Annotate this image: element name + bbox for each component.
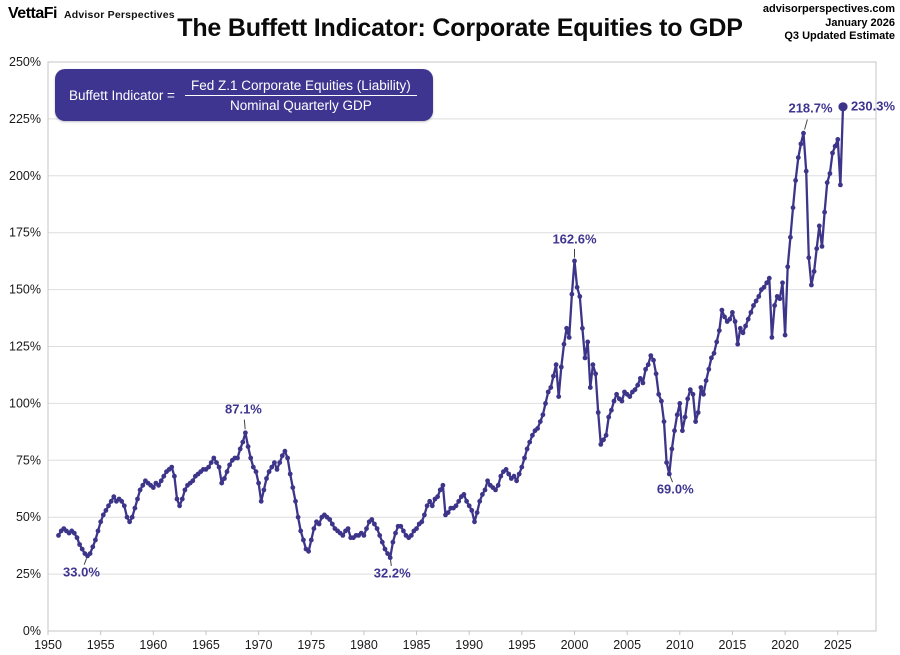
point-annotation: 230.3% <box>850 98 896 114</box>
svg-text:1955: 1955 <box>87 638 115 652</box>
svg-text:2015: 2015 <box>719 638 747 652</box>
svg-text:2020: 2020 <box>771 638 799 652</box>
svg-text:1995: 1995 <box>508 638 536 652</box>
formula-fraction: Fed Z.1 Corporate Equities (Liability) N… <box>184 77 417 113</box>
chart-title: The Buffett Indicator: Corporate Equitie… <box>177 14 743 42</box>
svg-text:2025: 2025 <box>824 638 852 652</box>
formula-box: Buffett Indicator = Fed Z.1 Corporate Eq… <box>55 69 433 121</box>
svg-text:100%: 100% <box>9 396 41 410</box>
svg-text:250%: 250% <box>9 55 41 69</box>
point-annotation: 218.7% <box>788 100 833 116</box>
formula-numerator: Fed Z.1 Corporate Equities (Liability) <box>190 77 411 93</box>
svg-text:1950: 1950 <box>34 638 62 652</box>
svg-text:125%: 125% <box>9 340 41 354</box>
svg-text:75%: 75% <box>16 453 41 467</box>
svg-text:1990: 1990 <box>455 638 483 652</box>
point-annotation: 33.0% <box>63 564 100 580</box>
svg-text:1985: 1985 <box>403 638 431 652</box>
point-annotation: 32.2% <box>373 565 411 581</box>
svg-text:1965: 1965 <box>192 638 220 652</box>
source-website: advisorperspectives.com <box>762 3 895 15</box>
formula-lhs: Buffett Indicator = <box>69 87 175 103</box>
svg-text:200%: 200% <box>9 169 41 183</box>
svg-text:1975: 1975 <box>297 638 325 652</box>
svg-text:225%: 225% <box>9 112 41 126</box>
svg-text:50%: 50% <box>16 510 41 524</box>
source-block: advisorperspectives.com January 2026 Q3 … <box>763 3 895 44</box>
svg-text:175%: 175% <box>9 226 41 240</box>
svg-text:1960: 1960 <box>139 638 167 652</box>
svg-text:150%: 150% <box>9 283 41 297</box>
svg-text:25%: 25% <box>16 567 41 581</box>
svg-text:2010: 2010 <box>666 638 694 652</box>
svg-text:0%: 0% <box>23 624 41 638</box>
source-estimate-note: Q3 Updated Estimate <box>784 30 895 42</box>
svg-text:2005: 2005 <box>613 638 641 652</box>
point-annotation: 69.0% <box>656 481 694 497</box>
source-date: January 2026 <box>825 16 895 29</box>
formula-denominator: Nominal Quarterly GDP <box>184 94 417 113</box>
advisor-perspectives-label: Advisor Perspectives <box>64 9 175 21</box>
point-annotation: 87.1% <box>225 401 262 417</box>
svg-text:1980: 1980 <box>350 638 378 652</box>
point-annotation: 162.6% <box>552 231 597 247</box>
svg-text:2000: 2000 <box>561 638 589 652</box>
svg-text:1970: 1970 <box>245 638 273 652</box>
vettafi-logo: VettaFi <box>8 5 57 22</box>
